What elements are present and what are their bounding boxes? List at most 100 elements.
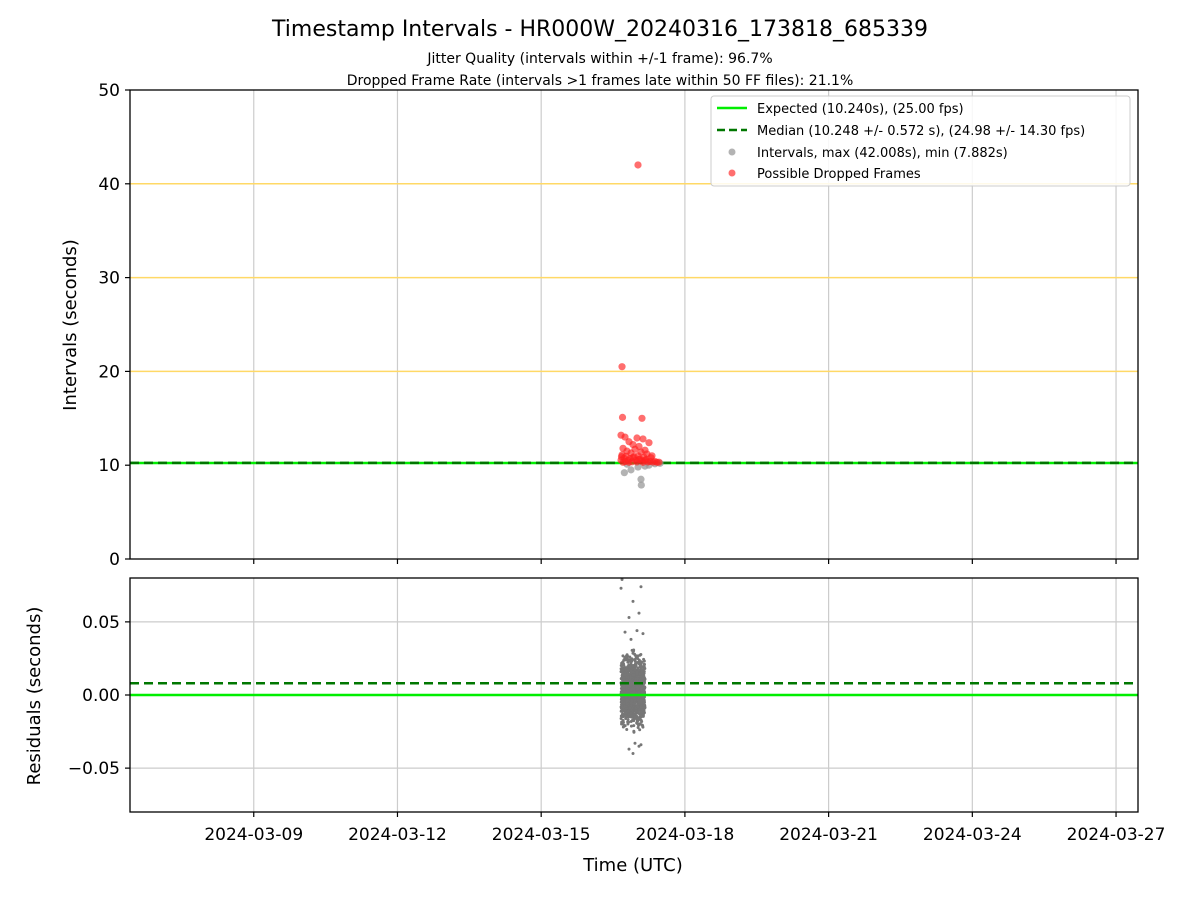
x-tick-label: 2024-03-21 — [779, 825, 878, 845]
residual-point — [637, 711, 641, 715]
residual-point — [626, 668, 630, 672]
residual-point — [622, 702, 626, 706]
residual-point — [627, 747, 631, 751]
residual-point — [641, 674, 645, 678]
legend-dropped-swatch — [728, 169, 736, 177]
residual-point — [620, 669, 624, 673]
top-panel: 0 10 20 30 40 50 Expected (10.240s), (25.00 fp… — [98, 81, 1139, 570]
legend-entry-label: Possible Dropped Frames — [757, 167, 921, 182]
residual-point — [629, 637, 633, 641]
chart-title: Timestamp Intervals - HR000W_20240316_17… — [271, 17, 928, 42]
residual-point — [630, 691, 634, 695]
residual-point — [631, 673, 635, 677]
interval-point — [620, 469, 628, 477]
chart-subtitle-dropped: Dropped Frame Rate (intervals >1 frames … — [347, 73, 854, 89]
residual-point — [630, 709, 634, 713]
legend: Expected (10.240s), (25.00 fps) Median (1… — [710, 95, 1131, 187]
residual-point — [629, 688, 633, 692]
residual-point — [636, 687, 640, 691]
residual-point — [622, 714, 626, 718]
residual-point — [636, 657, 640, 661]
bottom-y-axis-label: Residuals (seconds) — [24, 607, 45, 786]
x-axis-label: Time (UTC) — [582, 855, 683, 876]
bottom-panel: −0.05 0.00 0.05 2024-03-09 2024-03-12 2024-03… — [68, 577, 1166, 845]
residual-point — [621, 663, 625, 667]
residual-point — [620, 577, 624, 581]
residual-point — [623, 630, 627, 634]
residual-point — [640, 690, 644, 694]
residual-point — [621, 678, 625, 682]
x-tick-label: 2024-03-15 — [492, 825, 591, 845]
dropped-frame-point — [633, 434, 641, 442]
interval-point — [637, 481, 645, 489]
residual-point — [638, 653, 642, 657]
residual-point — [626, 718, 630, 722]
residual-point — [639, 674, 643, 678]
dropped-frame-point — [621, 433, 629, 441]
residual-point — [633, 741, 637, 745]
residual-point — [625, 702, 629, 706]
legend-entry-label: Intervals, max (42.008s), min (7.882s) — [757, 146, 1008, 161]
legend-entry-label: Median (10.248 +/- 0.572 s), (24.98 +/- … — [757, 124, 1085, 139]
residual-point — [623, 673, 627, 677]
residual-point — [630, 695, 634, 699]
residual-point — [638, 678, 642, 682]
residual-point — [641, 632, 645, 636]
dropped-frame-point — [635, 455, 643, 464]
residual-point — [642, 667, 646, 671]
dropped-frame-point — [653, 458, 661, 466]
residual-point — [636, 725, 640, 729]
residual-point — [642, 681, 646, 685]
residual-point — [628, 665, 632, 669]
residual-point — [640, 671, 644, 675]
residual-point — [620, 700, 624, 704]
x-tick-label: 2024-03-27 — [1067, 825, 1166, 845]
dropped-frame-point — [619, 458, 627, 466]
residual-point — [635, 672, 639, 676]
top-y-axis-label: Intervals (seconds) — [60, 239, 81, 411]
residual-point — [628, 706, 632, 710]
residual-point — [629, 676, 633, 680]
legend-box — [710, 95, 1131, 187]
residual-point — [625, 672, 629, 676]
residual-point — [637, 668, 641, 672]
residual-point — [640, 723, 644, 727]
residual-point — [619, 586, 623, 590]
top-y-tick-label: 20 — [98, 362, 120, 382]
residual-point — [624, 695, 628, 699]
residual-point — [633, 653, 637, 657]
residual-point — [636, 719, 640, 723]
residual-point — [640, 665, 644, 669]
residual-point — [631, 670, 635, 674]
residual-point — [635, 679, 639, 683]
dropped-frame-point — [618, 363, 626, 371]
residual-point — [641, 676, 645, 680]
residual-point — [632, 658, 636, 662]
interval-point — [637, 475, 645, 483]
residual-point — [642, 657, 646, 661]
residual-point — [632, 724, 636, 728]
residual-point — [641, 686, 645, 690]
residual-point — [636, 705, 640, 709]
residual-point — [641, 714, 645, 718]
bottom-plot-frame — [129, 577, 1139, 813]
residual-point — [636, 698, 640, 702]
residual-point — [629, 701, 633, 705]
interval-point — [627, 466, 635, 474]
legend-entry-label: Expected (10.240s), (25.00 fps) — [757, 102, 964, 117]
bottom-y-tick-label: 0.05 — [82, 613, 120, 633]
residual-point — [625, 727, 629, 731]
residual-point — [635, 629, 639, 633]
residual-point — [640, 720, 644, 724]
residual-point — [626, 698, 630, 702]
x-tick-label: 2024-03-24 — [923, 825, 1022, 845]
residual-point — [621, 688, 625, 692]
x-tick-label: 2024-03-18 — [636, 825, 735, 845]
residual-point — [619, 716, 623, 720]
residual-point — [639, 710, 643, 714]
residual-point — [620, 720, 624, 724]
residual-point — [631, 752, 635, 755]
residual-point — [632, 730, 636, 734]
top-y-tick-label: 30 — [98, 269, 120, 289]
